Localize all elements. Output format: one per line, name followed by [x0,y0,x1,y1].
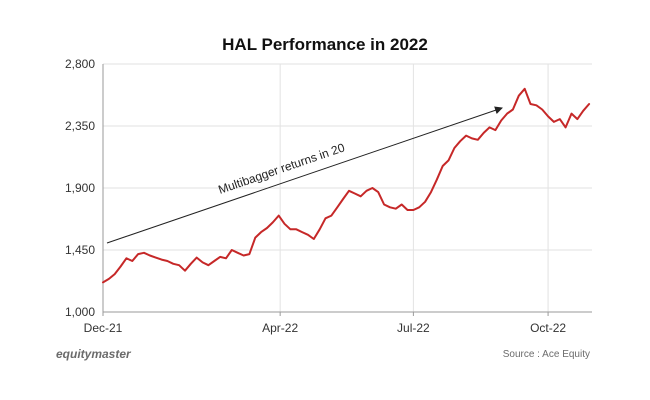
x-tick-label: Dec-21 [84,321,123,335]
x-tick-label: Apr-22 [262,321,298,335]
axes [102,64,592,316]
y-tick-labels: 1,000 1,450 1,900 2,350 2,800 [65,57,95,319]
y-tick-label: 1,900 [65,181,95,195]
y-tick-label: 2,350 [65,119,95,133]
annotation: Multibagger returns in 20 [106,106,503,244]
y-tick-label: 1,000 [65,305,95,319]
x-tick-labels: Dec-21 Apr-22 Jul-22 Oct-22 [84,321,567,335]
y-tick-label: 1,450 [65,243,95,257]
brand-logo: equitymaster [56,347,132,361]
chart-title: HAL Performance in 2022 [222,35,428,54]
gridlines [102,63,592,313]
x-tick-label: Jul-22 [397,321,430,335]
trend-arrow [106,106,503,244]
price-series [102,87,591,284]
hal-price-line [102,87,591,284]
x-tick-label: Oct-22 [530,321,566,335]
y-tick-label: 2,800 [65,57,95,71]
source-note: Source : Ace Equity [503,349,590,360]
